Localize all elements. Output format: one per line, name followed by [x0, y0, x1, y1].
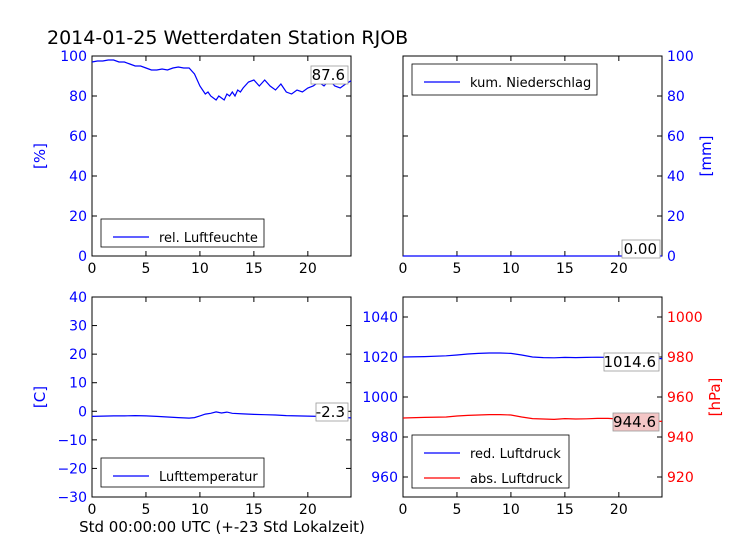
- temperature-ylabel: [C]: [31, 386, 49, 408]
- humidity-legend-frame: [100, 218, 265, 248]
- pressure-ytick-label: 1040: [362, 310, 398, 326]
- pressure-ytick-label: 980: [371, 430, 398, 446]
- temperature-ytick-label: −20: [57, 461, 87, 477]
- chart-pressure: 0 5 10 15 20 960 980 1000 1020 1040 [hPa] 920 940 960…: [362, 296, 724, 518]
- red-luftdruck-current-value: 1014.6: [604, 353, 657, 371]
- pressure-ytick-label: 960: [371, 470, 398, 486]
- precipitation-current-value: 0.00: [624, 240, 657, 258]
- pressure-legend-frame: [411, 434, 570, 489]
- chart-humidity: 0 5 10 15 20 0 20 40 60 80 100 [%] rel. Luftfeuchte 8…: [31, 49, 352, 277]
- humidity-current-value-box: [310, 65, 349, 85]
- pressure-xtick-label: 10: [502, 502, 520, 518]
- abs-luftdruck-current-value-box: [612, 412, 660, 432]
- red-luftdruck-current-value-box: [603, 352, 660, 372]
- temperature-ytick-label: −10: [57, 433, 87, 449]
- precipitation-ytick-label: 80: [667, 89, 685, 105]
- pressure-xtick-label: 15: [556, 502, 574, 518]
- pressure-ytick-right-label: 940: [667, 430, 694, 446]
- temperature-ytick-label: 40: [69, 290, 87, 306]
- pressure-xtick-label: 0: [399, 502, 408, 518]
- temperature-legend-frame: [100, 457, 265, 488]
- humidity-xtick-label: 10: [191, 261, 209, 277]
- precipitation-ytick-label: 60: [667, 129, 685, 145]
- chart-precipitation: 0 5 10 15 20 0 20 40 60 80 100 [mm] kum. Niederschla…: [399, 49, 715, 277]
- humidity-xtick-label: 15: [245, 261, 263, 277]
- temperature-legend-label: Lufttemperatur: [159, 470, 258, 485]
- precipitation-legend-frame: [411, 63, 598, 96]
- precipitation-legend: kum. Niederschlag: [411, 63, 598, 96]
- humidity-current-value: 87.6: [312, 66, 345, 84]
- precipitation-xtick-label: 15: [556, 261, 574, 277]
- temperature-legend: Lufttemperatur: [100, 457, 265, 488]
- humidity-ytick-label: 80: [69, 89, 87, 105]
- pressure-ytick-right-label: 920: [667, 470, 694, 486]
- precipitation-legend-label: kum. Niederschlag: [470, 76, 591, 91]
- pressure-legend-label: red. Luftdruck: [470, 447, 561, 462]
- temperature-ytick-label: 0: [78, 404, 87, 420]
- precipitation-current-value-box: [621, 239, 661, 259]
- humidity-ytick-label: 100: [60, 49, 87, 65]
- humidity-legend: rel. Luftfeuchte: [100, 218, 265, 248]
- humidity-legend-label: rel. Luftfeuchte: [159, 231, 258, 246]
- pressure-xtick-label: 5: [452, 502, 461, 518]
- pressure-ylabel: [hPa]: [706, 378, 724, 417]
- precipitation-ytick-label: 40: [667, 169, 685, 185]
- chart-temperature: 0 5 10 15 20 −30 −20 −10 0 10 20 30 40 [C] Lufttempera…: [31, 290, 352, 518]
- precipitation-ytick-label: 100: [667, 49, 694, 65]
- temperature-ytick-label: 30: [69, 319, 87, 335]
- pressure-ytick-label: 1020: [362, 350, 398, 366]
- temperature-xtick-label: 5: [141, 502, 150, 518]
- temperature-current-value-box: [315, 402, 349, 422]
- temperature-xtick-label: 10: [191, 502, 209, 518]
- temperature-xtick-label: 15: [245, 502, 263, 518]
- precipitation-ylabel: [mm]: [697, 136, 715, 177]
- humidity-ytick-label: 20: [69, 209, 87, 225]
- precipitation-xtick-label: 20: [610, 261, 628, 277]
- temperature-xtick-label: 20: [299, 502, 317, 518]
- temperature-ytick-label: 20: [69, 347, 87, 363]
- temperature-xtick-label: 0: [88, 502, 97, 518]
- humidity-xtick-label: 5: [141, 261, 150, 277]
- humidity-ytick-label: 60: [69, 129, 87, 145]
- figure-xlabel: Std 00:00:00 UTC (+-23 Std Lokalzeit): [79, 518, 365, 536]
- abs-luftdruck-current-value: 944.6: [613, 413, 656, 431]
- temperature-ytick-label: 10: [69, 376, 87, 392]
- figure-title: 2014-01-25 Wetterdaten Station RJOB: [47, 27, 408, 49]
- precipitation-xtick-label: 0: [399, 261, 408, 277]
- humidity-ytick-label: 40: [69, 169, 87, 185]
- pressure-ytick-label: 1000: [362, 390, 398, 406]
- precipitation-xtick-label: 10: [502, 261, 520, 277]
- pressure-ytick-right-label: 960: [667, 390, 694, 406]
- temperature-ytick-label: −30: [57, 490, 87, 506]
- temperature-line: [91, 411, 352, 419]
- humidity-xtick-label: 20: [299, 261, 317, 277]
- humidity-xtick-label: 0: [88, 261, 97, 277]
- pressure-legend-label: abs. Luftdruck: [470, 472, 563, 487]
- humidity-line: [91, 59, 352, 101]
- precipitation-ytick-label: 0: [667, 249, 676, 265]
- humidity-ytick-label: 0: [78, 249, 87, 265]
- temperature-current-value: -2.3: [316, 403, 345, 421]
- pressure-ytick-right-label: 1000: [667, 310, 703, 326]
- precipitation-xtick-label: 5: [452, 261, 461, 277]
- humidity-ylabel: [%]: [31, 143, 49, 169]
- pressure-xtick-label: 20: [610, 502, 628, 518]
- pressure-legend: red. Luftdruck abs. Luftdruck: [411, 434, 570, 489]
- pressure-ytick-right-label: 980: [667, 350, 694, 366]
- precipitation-ytick-label: 20: [667, 209, 685, 225]
